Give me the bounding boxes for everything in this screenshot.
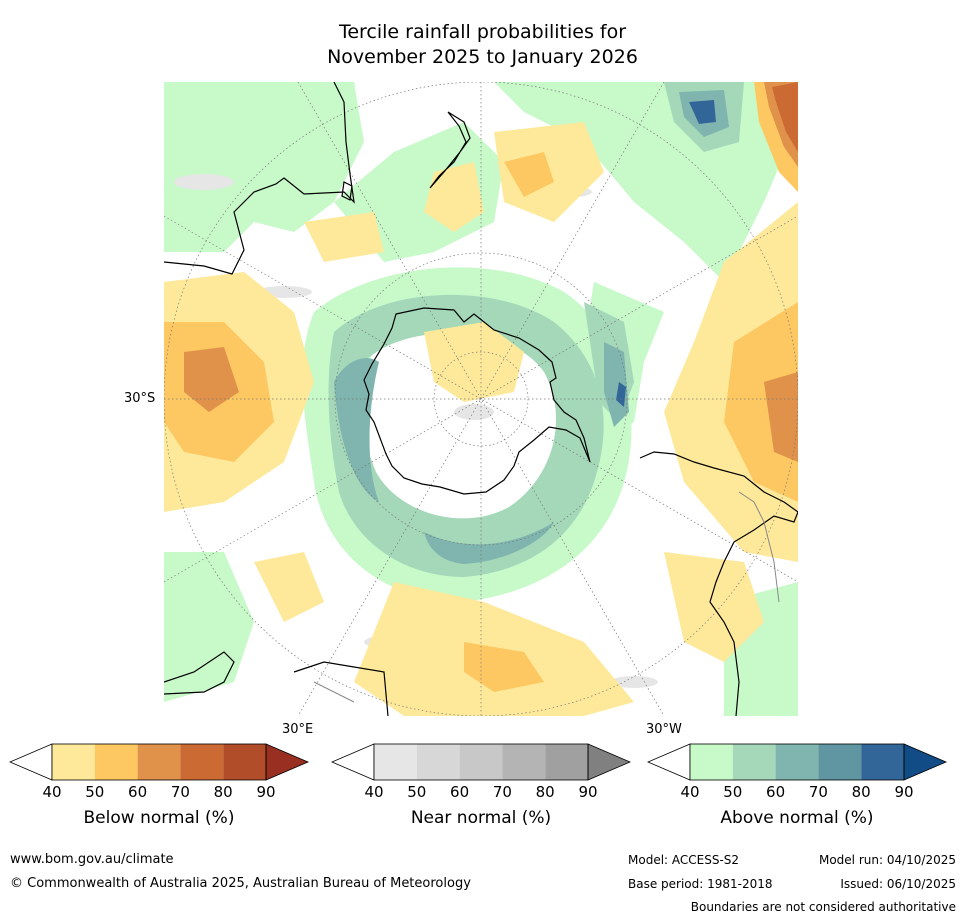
colorbar-above-svg — [647, 743, 947, 781]
colorbar-tick-label: 70 — [808, 783, 828, 801]
colorbar-swatch — [180, 744, 224, 780]
colorbar-frame — [51, 743, 267, 781]
colorbar-min-extend — [9, 743, 53, 781]
colorbar-tick-label: 90 — [578, 783, 598, 801]
colorbar-swatch — [818, 744, 862, 780]
website-link[interactable]: www.bom.gov.au/climate — [10, 852, 174, 867]
colorbar-swatch — [502, 744, 546, 780]
colorbar-near-ticks: 40 50 60 70 80 90 — [331, 783, 631, 803]
colorbar-min-extend — [647, 743, 691, 781]
colorbar-swatch — [545, 744, 588, 780]
colorbar-swatch — [775, 744, 819, 780]
lon-label-30e: 30°E — [282, 722, 314, 737]
colorbar-frame — [373, 743, 589, 781]
colorbar-below-normal — [9, 743, 309, 781]
colorbar-above-ticks: 40 50 60 70 80 90 — [647, 783, 947, 803]
disclaimer-text: Boundaries are not considered authoritat… — [690, 900, 956, 914]
colorbar-tick-label: 50 — [407, 783, 427, 801]
colorbar-swatch — [374, 744, 417, 780]
colorbar-below-title: Below normal (%) — [83, 808, 235, 828]
colorbar-below-svg — [9, 743, 309, 781]
new-zealand-coast — [429, 111, 471, 189]
colorbar-max-extend — [903, 743, 947, 781]
colorbar-tick-label: 80 — [535, 783, 555, 801]
lat-label-30s: 30°S — [124, 391, 156, 406]
title-line-2: November 2025 to January 2026 — [327, 46, 638, 68]
colorbar-swatch — [459, 744, 503, 780]
coastlines — [164, 82, 798, 716]
polar-map[interactable] — [164, 82, 798, 716]
above-normal-regions — [164, 82, 798, 716]
colorbar-tick-label: 80 — [851, 783, 871, 801]
africa-south-coast — [293, 661, 389, 716]
colorbar-swatch — [732, 744, 776, 780]
colorbar-tick-label: 60 — [128, 783, 148, 801]
colorbar-swatch — [94, 744, 138, 780]
australia-coast — [164, 82, 355, 275]
colorbar-min-extend — [331, 743, 375, 781]
colorbar-tick-label: 90 — [894, 783, 914, 801]
map-canvas — [164, 82, 798, 716]
africa-coast — [164, 651, 235, 695]
issued-text: Issued: 06/10/2025 — [840, 877, 956, 891]
colorbar-tick-label: 40 — [364, 783, 384, 801]
model-run-text: Model run: 04/10/2025 — [818, 853, 956, 867]
colorbar-tick-label: 40 — [42, 783, 62, 801]
map-title: Tercile rainfall probabilities for Novem… — [0, 20, 965, 70]
colorbar-swatch — [416, 744, 460, 780]
colorbar-swatch — [861, 744, 904, 780]
colorbar-swatch — [223, 744, 266, 780]
colorbar-swatch — [52, 744, 95, 780]
colorbar-near-svg — [331, 743, 631, 781]
colorbar-max-extend — [265, 743, 309, 781]
colorbar-near-title: Near normal (%) — [410, 808, 552, 828]
colorbar-tick-label: 40 — [680, 783, 700, 801]
colorbar-tick-label: 70 — [492, 783, 512, 801]
colorbar-tick-label: 60 — [450, 783, 470, 801]
colorbar-above-title: Above normal (%) — [720, 808, 874, 828]
colorbar-swatch — [137, 744, 181, 780]
base-period-text: Base period: 1981-2018 — [628, 877, 773, 891]
copyright-text: © Commonwealth of Australia 2025, Austra… — [10, 876, 471, 891]
title-line-1: Tercile rainfall probabilities for — [338, 21, 627, 43]
model-text: Model: ACCESS-S2 — [628, 853, 740, 867]
below-normal-regions — [164, 82, 798, 716]
colorbar-tick-label: 60 — [766, 783, 786, 801]
tasmania-coast — [341, 181, 353, 201]
colorbar-swatch — [690, 744, 733, 780]
lon-label-30w: 30°W — [646, 722, 682, 737]
colorbar-tick-label: 70 — [170, 783, 190, 801]
colorbar-tick-label: 50 — [85, 783, 105, 801]
colorbar-near-normal — [331, 743, 631, 781]
antarctica-coast — [363, 307, 591, 495]
colorbar-max-extend — [587, 743, 631, 781]
colorbar-frame — [689, 743, 905, 781]
colorbar-tick-label: 90 — [256, 783, 276, 801]
country-borders — [313, 491, 780, 703]
colorbar-below-ticks: 40 50 60 70 80 90 — [9, 783, 309, 803]
colorbar-tick-label: 50 — [723, 783, 743, 801]
colorbar-above-normal — [647, 743, 947, 781]
graticule — [164, 82, 798, 716]
south-america-coast — [639, 451, 798, 716]
colorbar-tick-label: 80 — [213, 783, 233, 801]
